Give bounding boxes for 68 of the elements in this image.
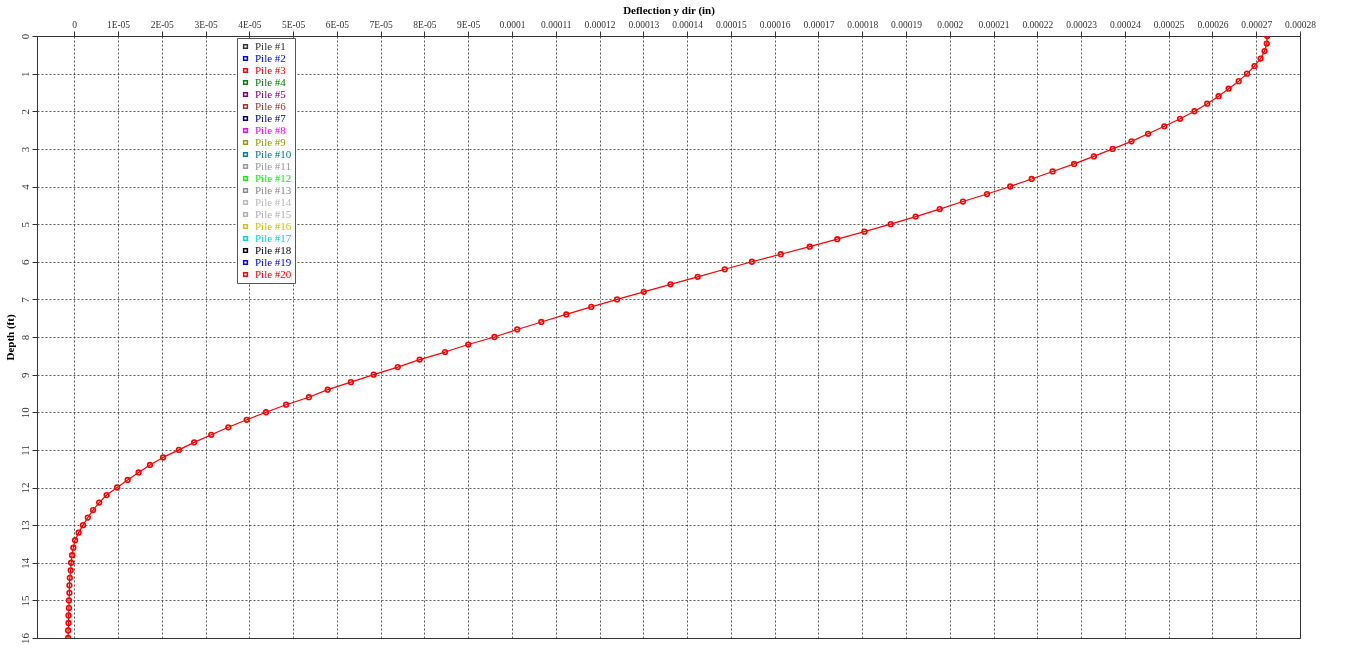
- x-tick-label: 7E-05: [369, 19, 394, 30]
- x-tick-label: 0.00019: [891, 19, 923, 30]
- legend-label: Pile #10: [255, 147, 292, 160]
- x-tick-label: 0.0002: [937, 19, 964, 30]
- x-tick-label: 0.00026: [1197, 19, 1229, 30]
- x-tick-label: 0.0001: [499, 19, 526, 30]
- y-tick-label: 4: [18, 183, 31, 190]
- legend-label: Pile #2: [255, 51, 286, 64]
- x-axis-title: Deflection y dir (in): [623, 3, 716, 17]
- x-tick-label: 0.00024: [1109, 19, 1142, 30]
- legend-label: Pile #4: [255, 75, 287, 88]
- legend-label: Pile #15: [255, 207, 292, 220]
- x-tick-label: 0.00027: [1241, 19, 1273, 30]
- y-tick-label: 7: [18, 296, 31, 303]
- x-tick-label: 0.00015: [715, 19, 748, 30]
- y-tick-label: 5: [18, 221, 31, 228]
- x-tick-label: 0.00023: [1066, 19, 1098, 30]
- y-tick-label: 13: [18, 519, 31, 532]
- legend-label: Pile #5: [255, 87, 287, 100]
- y-tick-label: 14: [18, 557, 31, 569]
- x-tick-label: 0: [72, 19, 78, 30]
- y-tick-label: 11: [18, 445, 31, 456]
- x-tick-label: 0.00022: [1022, 19, 1054, 30]
- x-tick-label: 5E-05: [281, 19, 306, 30]
- y-tick-label: 2: [18, 109, 31, 115]
- legend-label: Pile #11: [255, 159, 291, 172]
- x-tick-label: 0.00011: [541, 19, 572, 30]
- legend-label: Pile #18: [255, 243, 292, 256]
- x-tick-label: 8E-05: [413, 19, 437, 30]
- legend-label: Pile #19: [255, 255, 292, 268]
- y-tick-label: 16: [18, 632, 31, 644]
- x-tick-label: 0.00012: [584, 19, 616, 30]
- x-tick-label: 0.00018: [847, 19, 879, 30]
- x-tick-label: 0.00013: [628, 19, 660, 30]
- legend-label: Pile #3: [255, 63, 287, 76]
- y-tick-label: 0: [18, 33, 31, 40]
- y-tick-label: 8: [18, 334, 31, 341]
- x-tick-label: 9E-05: [457, 19, 481, 30]
- y-tick-label: 12: [18, 482, 31, 494]
- legend-label: Pile #8: [255, 123, 287, 136]
- x-tick-label: 6E-05: [325, 19, 350, 30]
- legend-label: Pile #17: [255, 231, 292, 244]
- x-tick-label: 1E-05: [106, 19, 131, 30]
- y-tick-label: 9: [18, 371, 31, 378]
- y-tick-label: 15: [18, 594, 31, 607]
- x-tick-label: 0.00021: [978, 19, 1010, 30]
- legend-label: Pile #12: [255, 171, 292, 184]
- legend-label: Pile #7: [255, 111, 287, 124]
- y-axis-title: Depth (ft): [3, 314, 17, 361]
- x-tick-label: 0.00016: [759, 19, 791, 30]
- legend-label: Pile #14: [255, 195, 292, 208]
- x-tick-label: 4E-05: [238, 19, 262, 30]
- x-tick-label: 2E-05: [150, 19, 175, 30]
- x-tick-label: 0.00017: [803, 19, 835, 30]
- x-tick-label: 3E-05: [194, 19, 218, 30]
- legend-label: Pile #20: [255, 267, 292, 280]
- x-tick-label: 0.00028: [1285, 19, 1317, 30]
- legend-label: Pile #13: [255, 183, 292, 196]
- legend-label: Pile #6: [255, 99, 287, 112]
- y-tick-label: 10: [18, 406, 31, 419]
- legend-label: Pile #16: [255, 219, 292, 232]
- y-tick-label: 1: [18, 71, 31, 77]
- x-tick-label: 0.00025: [1153, 19, 1185, 30]
- legend-label: Pile #9: [255, 135, 287, 148]
- y-tick-label: 3: [18, 146, 31, 153]
- y-tick-label: 6: [18, 259, 31, 265]
- legend-label: Pile #1: [255, 39, 286, 52]
- x-tick-label: 0.00014: [672, 19, 704, 30]
